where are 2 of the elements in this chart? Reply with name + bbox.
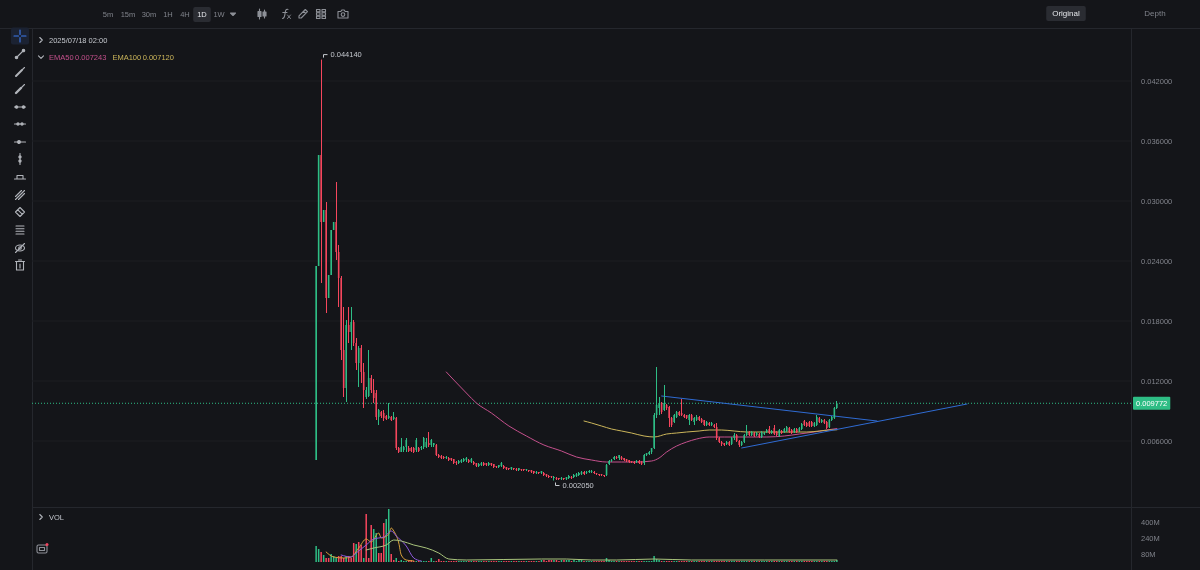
text: Depth	[1144, 9, 1166, 18]
text: Original	[1052, 9, 1080, 18]
